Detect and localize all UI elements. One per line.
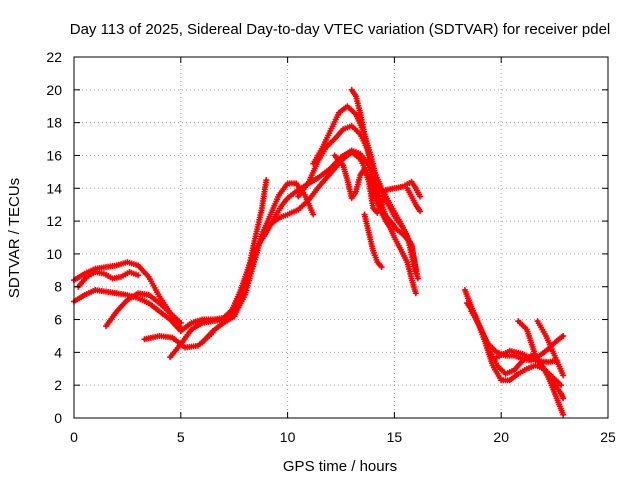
- x-axis-label: GPS time / hours: [283, 458, 397, 475]
- y-tick-label: 8: [54, 279, 62, 295]
- series-markers: [348, 86, 419, 297]
- series-markers: [493, 347, 560, 366]
- y-tick-label: 22: [46, 49, 62, 65]
- x-tick-label: 15: [387, 429, 403, 445]
- x-axis-ticks: 0 5 10 15 20 25: [70, 57, 616, 445]
- series-track-21: [493, 347, 560, 366]
- y-tick-label: 16: [46, 147, 62, 163]
- y-tick-label: 0: [54, 410, 62, 426]
- series-track-11: [310, 103, 398, 230]
- series-markers: [515, 318, 567, 402]
- series-markers: [404, 185, 424, 215]
- y-tick-label: 4: [54, 344, 62, 360]
- series-track-14: [404, 185, 424, 215]
- series-track-13: [348, 86, 419, 297]
- y-tick-label: 18: [46, 115, 62, 131]
- x-tick-label: 25: [600, 429, 616, 445]
- series-track-8: [199, 180, 317, 346]
- y-tick-label: 6: [54, 312, 62, 328]
- y-tick-label: 14: [46, 180, 62, 196]
- series-track-2: [71, 287, 184, 335]
- series-markers: [310, 103, 398, 230]
- series-markers: [103, 290, 184, 330]
- series-track-7: [177, 147, 421, 335]
- series-markers: [361, 211, 385, 271]
- series-markers: [534, 318, 567, 379]
- series-track-20: [534, 318, 567, 379]
- series-line: [179, 148, 420, 333]
- series-track-4: [103, 290, 184, 330]
- series-track-3: [75, 268, 142, 290]
- y-axis-ticks: 0 2 4 6 8 10 12 14 16 18 20 22: [46, 49, 608, 426]
- plot-frame: [73, 56, 609, 419]
- x-tick-label: 20: [493, 429, 509, 445]
- y-axis-label: SDTVAR / TECUs: [6, 178, 23, 298]
- data-traces: [71, 86, 567, 418]
- x-tick-label: 0: [70, 429, 78, 445]
- series-markers: [177, 147, 421, 335]
- y-tick-label: 12: [46, 213, 62, 229]
- series-line: [296, 124, 418, 276]
- y-tick-label: 2: [54, 377, 62, 393]
- chart-title: Day 113 of 2025, Sidereal Day-to-day VTE…: [70, 21, 611, 38]
- series-track-19: [515, 318, 567, 402]
- series-track-15: [361, 211, 385, 271]
- y-tick-label: 20: [46, 82, 62, 98]
- x-tick-label: 10: [280, 429, 296, 445]
- y-tick-label: 10: [46, 246, 62, 262]
- x-tick-label: 5: [177, 429, 185, 445]
